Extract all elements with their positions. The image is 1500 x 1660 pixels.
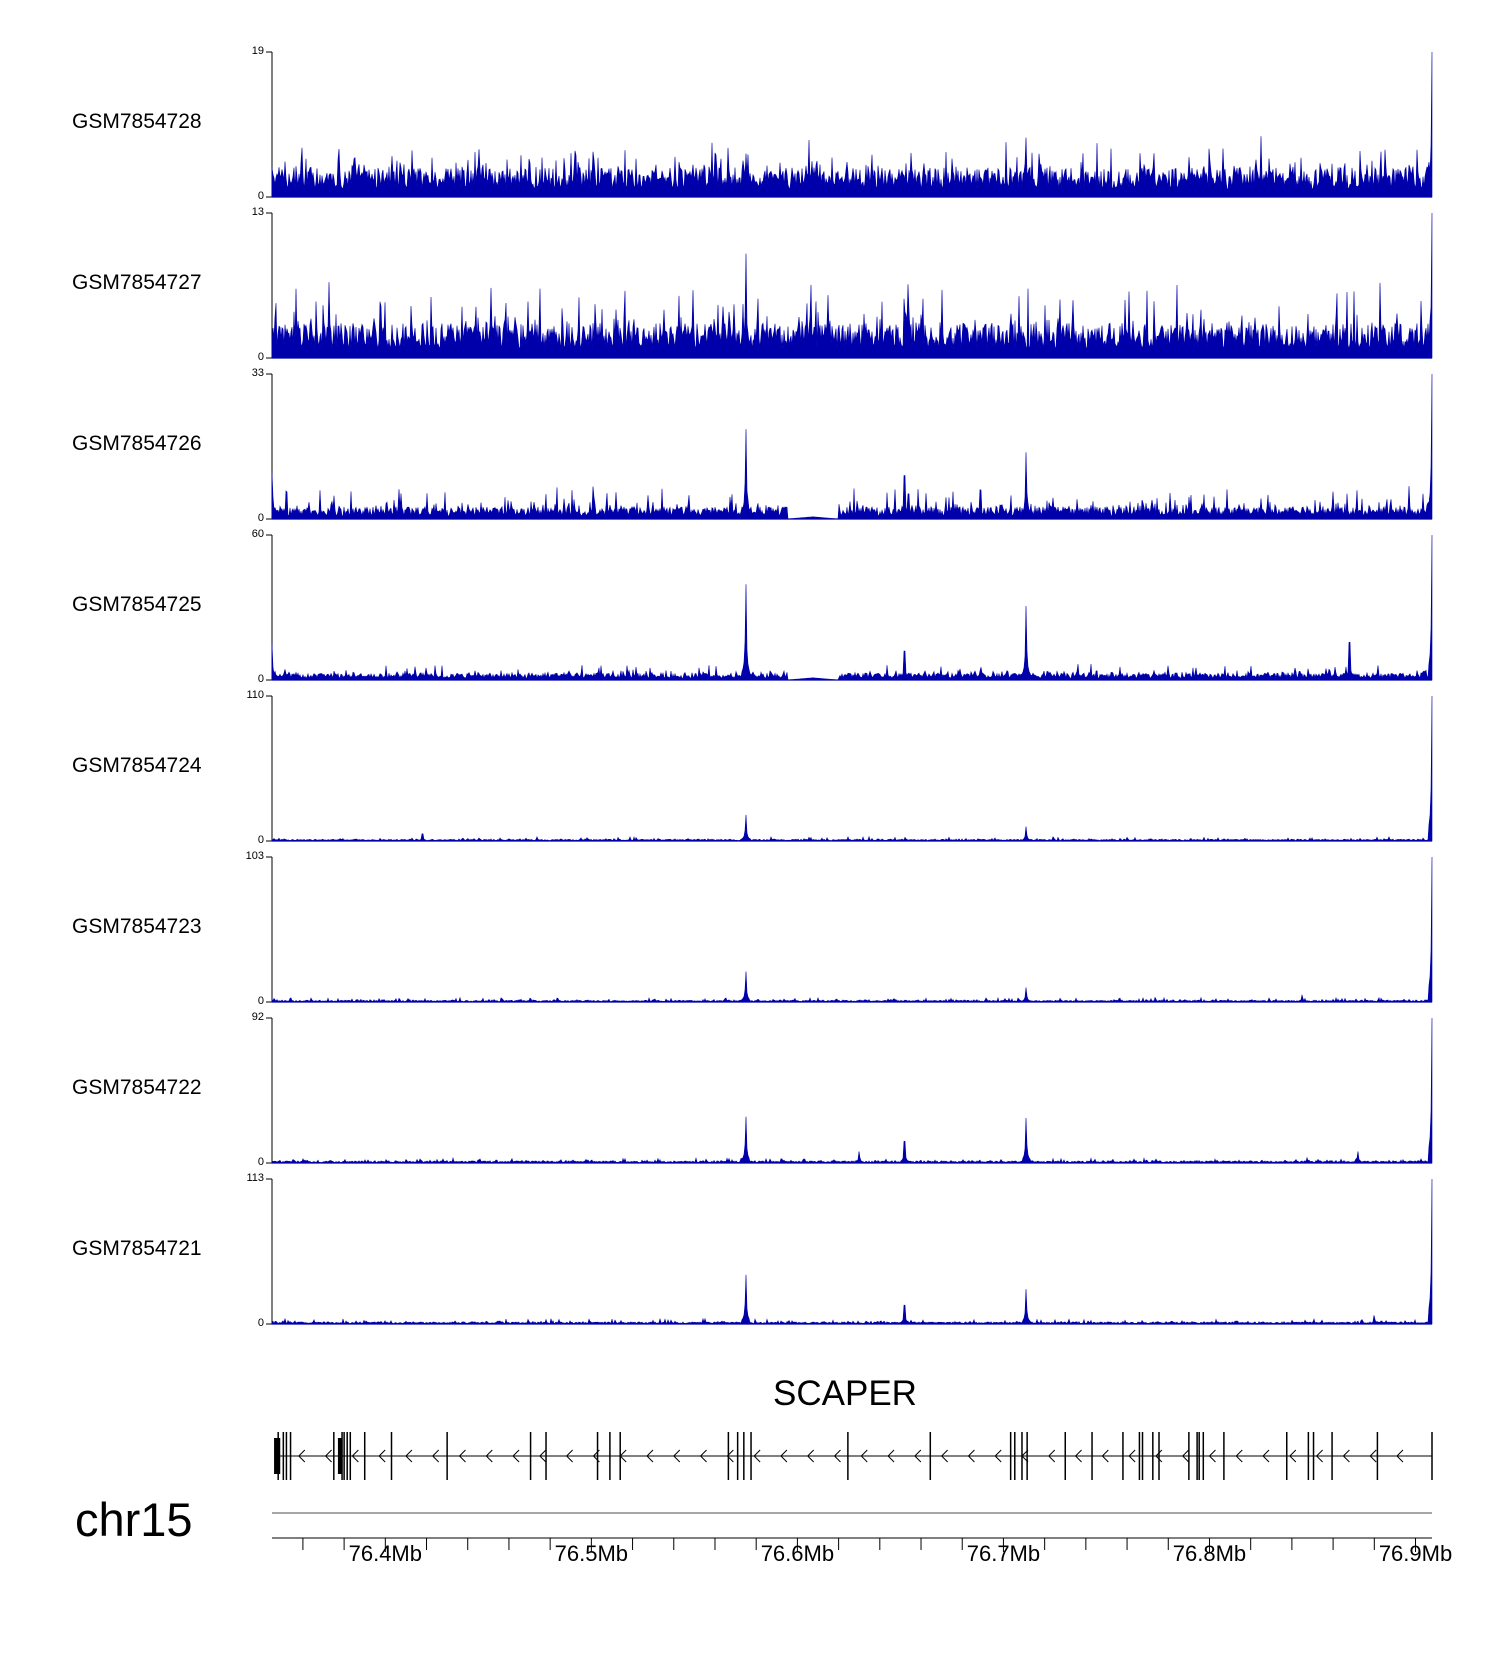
strand-arrow [1181, 1449, 1190, 1463]
track-name: GSM7854726 [72, 432, 202, 455]
track-name: GSM7854728 [72, 110, 202, 133]
strand-arrow [833, 1449, 841, 1463]
strand-arrow [780, 1449, 788, 1463]
strand-arrow [1155, 1449, 1163, 1463]
y-axis-max-label: 92 [251, 1011, 264, 1023]
y-axis-max-label: 60 [251, 528, 264, 540]
strand-arrow [940, 1449, 948, 1463]
signal-track-GSM7854727 [266, 212, 1433, 359]
strand-arrow [860, 1449, 868, 1463]
y-axis-max-label: 33 [251, 367, 264, 379]
strand-arrow [1048, 1449, 1056, 1463]
track-name: GSM7854724 [72, 754, 202, 777]
strand-arrow [1315, 1449, 1323, 1463]
signal-area [271, 373, 1433, 520]
strand-arrow [1074, 1449, 1082, 1463]
strand-arrow [1235, 1449, 1243, 1463]
gene-exon-block [337, 1438, 343, 1474]
y-axis-max-label: 103 [245, 850, 264, 862]
strand-arrow [619, 1449, 627, 1463]
y-axis-min-label: 0 [257, 512, 264, 524]
strand-arrow [512, 1449, 520, 1463]
signal-track-GSM7854728 [266, 51, 1433, 198]
x-tick-label: 76.8Mb [1172, 1541, 1247, 1566]
y-axis-min-label: 0 [257, 1156, 264, 1168]
signal-area [271, 695, 1433, 842]
y-axis-max-label: 19 [251, 45, 264, 57]
genomic-axis [272, 1512, 1432, 1552]
strand-arrow [539, 1449, 547, 1463]
strand-arrow [1128, 1449, 1136, 1463]
strand-arrow [298, 1449, 306, 1463]
track-name: GSM7854725 [72, 593, 202, 616]
strand-arrow [1262, 1449, 1270, 1463]
strand-arrow [753, 1449, 761, 1463]
x-tick-label: 76.4Mb [348, 1541, 422, 1566]
signal-area [271, 1017, 1433, 1164]
strand-arrow [1208, 1449, 1216, 1463]
strand-arrow [432, 1449, 440, 1463]
strand-arrow [378, 1449, 386, 1463]
x-tick-label: 76.7Mb [966, 1541, 1041, 1566]
strand-arrow [646, 1449, 654, 1463]
track-name: GSM7854727 [72, 271, 202, 294]
x-tick-label: 76.5Mb [554, 1541, 629, 1566]
strand-arrow [458, 1449, 466, 1463]
y-axis-min-label: 0 [257, 834, 264, 846]
strand-arrow [806, 1449, 815, 1463]
strand-arrow [1396, 1449, 1404, 1463]
gene-model-SCAPER [274, 1432, 1433, 1480]
track-name: GSM7854723 [72, 915, 202, 938]
signal-area [271, 856, 1433, 1003]
strand-arrow [1289, 1449, 1297, 1463]
signal-area [271, 51, 1433, 198]
signal-track-GSM7854726 [266, 373, 1433, 520]
gene-exon-block [274, 1438, 281, 1474]
strand-arrow [673, 1449, 681, 1463]
strand-arrow [351, 1449, 359, 1463]
signal-area [271, 212, 1433, 359]
y-axis-max-label: 113 [246, 1172, 264, 1184]
strand-arrow [1021, 1449, 1029, 1463]
x-tick-label: 76.9Mb [1378, 1541, 1453, 1566]
signal-track-GSM7854723 [266, 856, 1433, 1003]
track-name: GSM7854721 [72, 1237, 202, 1260]
strand-arrow [565, 1449, 573, 1463]
strand-arrow [699, 1449, 707, 1463]
strand-arrow [324, 1449, 332, 1463]
strand-arrow [1101, 1449, 1109, 1463]
strand-arrow [1342, 1449, 1350, 1463]
chromosome-label: chr15 [75, 1493, 193, 1546]
signal-track-GSM7854721 [266, 1178, 1433, 1325]
strand-arrow [967, 1449, 975, 1463]
strand-arrow [994, 1449, 1002, 1463]
signal-area [271, 1178, 1433, 1325]
y-axis-min-label: 0 [257, 673, 264, 685]
strand-arrow [887, 1449, 895, 1463]
y-axis-min-label: 0 [257, 351, 264, 363]
strand-arrow [1369, 1449, 1377, 1463]
strand-arrow [592, 1449, 600, 1463]
strand-arrow [485, 1449, 493, 1463]
signal-track-GSM7854724 [266, 695, 1433, 842]
y-axis-max-label: 110 [246, 689, 264, 701]
y-axis-min-label: 0 [257, 995, 264, 1007]
strand-arrow [405, 1449, 413, 1463]
gene-name: SCAPER [773, 1374, 917, 1413]
track-name: GSM7854722 [72, 1076, 202, 1099]
signal-area [271, 534, 1433, 681]
y-axis-min-label: 0 [257, 1317, 264, 1329]
signal-track-GSM7854725 [266, 534, 1433, 681]
strand-arrow [726, 1449, 734, 1463]
y-axis-min-label: 0 [257, 190, 264, 202]
strand-arrow [914, 1449, 922, 1463]
x-tick-label: 76.6Mb [760, 1541, 835, 1566]
signal-track-GSM7854722 [266, 1017, 1433, 1164]
y-axis-max-label: 13 [251, 206, 264, 218]
